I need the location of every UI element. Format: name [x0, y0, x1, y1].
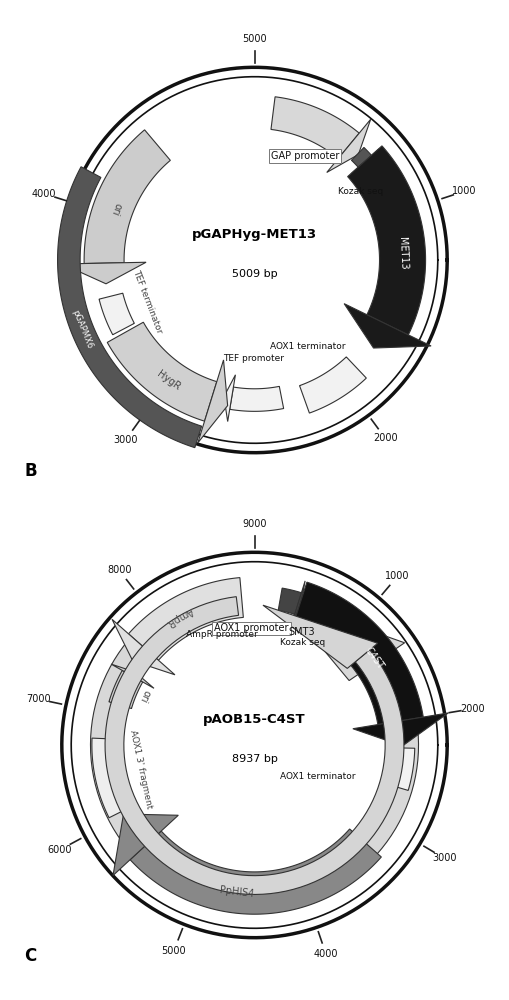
Polygon shape [111, 664, 154, 688]
Text: pGAPHyg-MET13: pGAPHyg-MET13 [192, 228, 317, 241]
Text: C4ST: C4ST [363, 645, 386, 671]
Polygon shape [84, 130, 171, 264]
Text: 4000: 4000 [314, 949, 338, 959]
Text: 8937 bp: 8937 bp [232, 754, 277, 764]
Polygon shape [99, 293, 134, 335]
Polygon shape [291, 581, 305, 626]
Text: 7000: 7000 [26, 694, 51, 704]
Polygon shape [351, 149, 379, 174]
Polygon shape [112, 619, 175, 675]
Text: ori: ori [109, 201, 123, 216]
Polygon shape [198, 360, 228, 443]
Text: 5000: 5000 [161, 946, 186, 956]
Polygon shape [263, 605, 378, 668]
Polygon shape [230, 386, 284, 411]
Text: 3000: 3000 [432, 853, 457, 863]
Text: 4000: 4000 [32, 189, 56, 199]
Text: 9000: 9000 [242, 519, 267, 529]
Polygon shape [109, 670, 143, 709]
Polygon shape [105, 597, 404, 894]
Polygon shape [113, 814, 178, 875]
Polygon shape [271, 97, 359, 159]
Polygon shape [130, 829, 381, 914]
Text: pAOB15-C4ST: pAOB15-C4ST [203, 713, 306, 726]
Polygon shape [352, 147, 372, 167]
Text: PpHIS4: PpHIS4 [219, 885, 254, 899]
Text: 1000: 1000 [385, 571, 410, 581]
Polygon shape [107, 322, 217, 421]
Polygon shape [281, 599, 405, 681]
Text: ori: ori [138, 688, 152, 704]
Text: 5000: 5000 [242, 34, 267, 44]
Text: AOX1 terminator: AOX1 terminator [270, 342, 345, 351]
Polygon shape [353, 713, 448, 746]
Text: 8000: 8000 [107, 565, 131, 575]
Text: AOX1 terminator: AOX1 terminator [280, 772, 355, 781]
Text: pGAPMX6: pGAPMX6 [71, 309, 94, 350]
Polygon shape [58, 167, 202, 448]
Text: 6000: 6000 [48, 845, 72, 855]
Text: Kozak seq: Kozak seq [337, 187, 383, 196]
Text: TEF promoter: TEF promoter [223, 354, 284, 363]
Text: 2000: 2000 [460, 704, 485, 714]
Text: AOX1 promoter: AOX1 promoter [214, 623, 289, 633]
Text: Kozak seq: Kozak seq [280, 638, 325, 647]
Text: HygR: HygR [155, 369, 182, 392]
Text: 5009 bp: 5009 bp [232, 269, 277, 279]
Text: 3000: 3000 [114, 435, 138, 445]
Polygon shape [62, 262, 146, 284]
Polygon shape [300, 357, 366, 413]
Text: GAP promoter: GAP promoter [271, 151, 339, 161]
Polygon shape [327, 119, 371, 172]
Polygon shape [91, 586, 418, 909]
Text: 1000: 1000 [452, 186, 477, 196]
Text: C: C [24, 947, 37, 965]
Polygon shape [385, 748, 415, 790]
Text: MET13: MET13 [397, 236, 408, 270]
Text: AmpR: AmpR [165, 605, 195, 629]
Text: SMT3: SMT3 [288, 627, 315, 637]
Text: AOX1 3' fragment: AOX1 3' fragment [128, 729, 153, 810]
Polygon shape [348, 146, 426, 335]
Text: AmpR promoter: AmpR promoter [186, 630, 258, 639]
Polygon shape [293, 582, 423, 725]
Polygon shape [92, 738, 135, 818]
Polygon shape [128, 578, 243, 660]
Text: TEF terminator: TEF terminator [131, 268, 163, 334]
Polygon shape [344, 304, 431, 348]
Text: 2000: 2000 [373, 433, 398, 443]
Polygon shape [224, 375, 236, 422]
Text: B: B [24, 462, 37, 480]
Polygon shape [278, 588, 301, 614]
